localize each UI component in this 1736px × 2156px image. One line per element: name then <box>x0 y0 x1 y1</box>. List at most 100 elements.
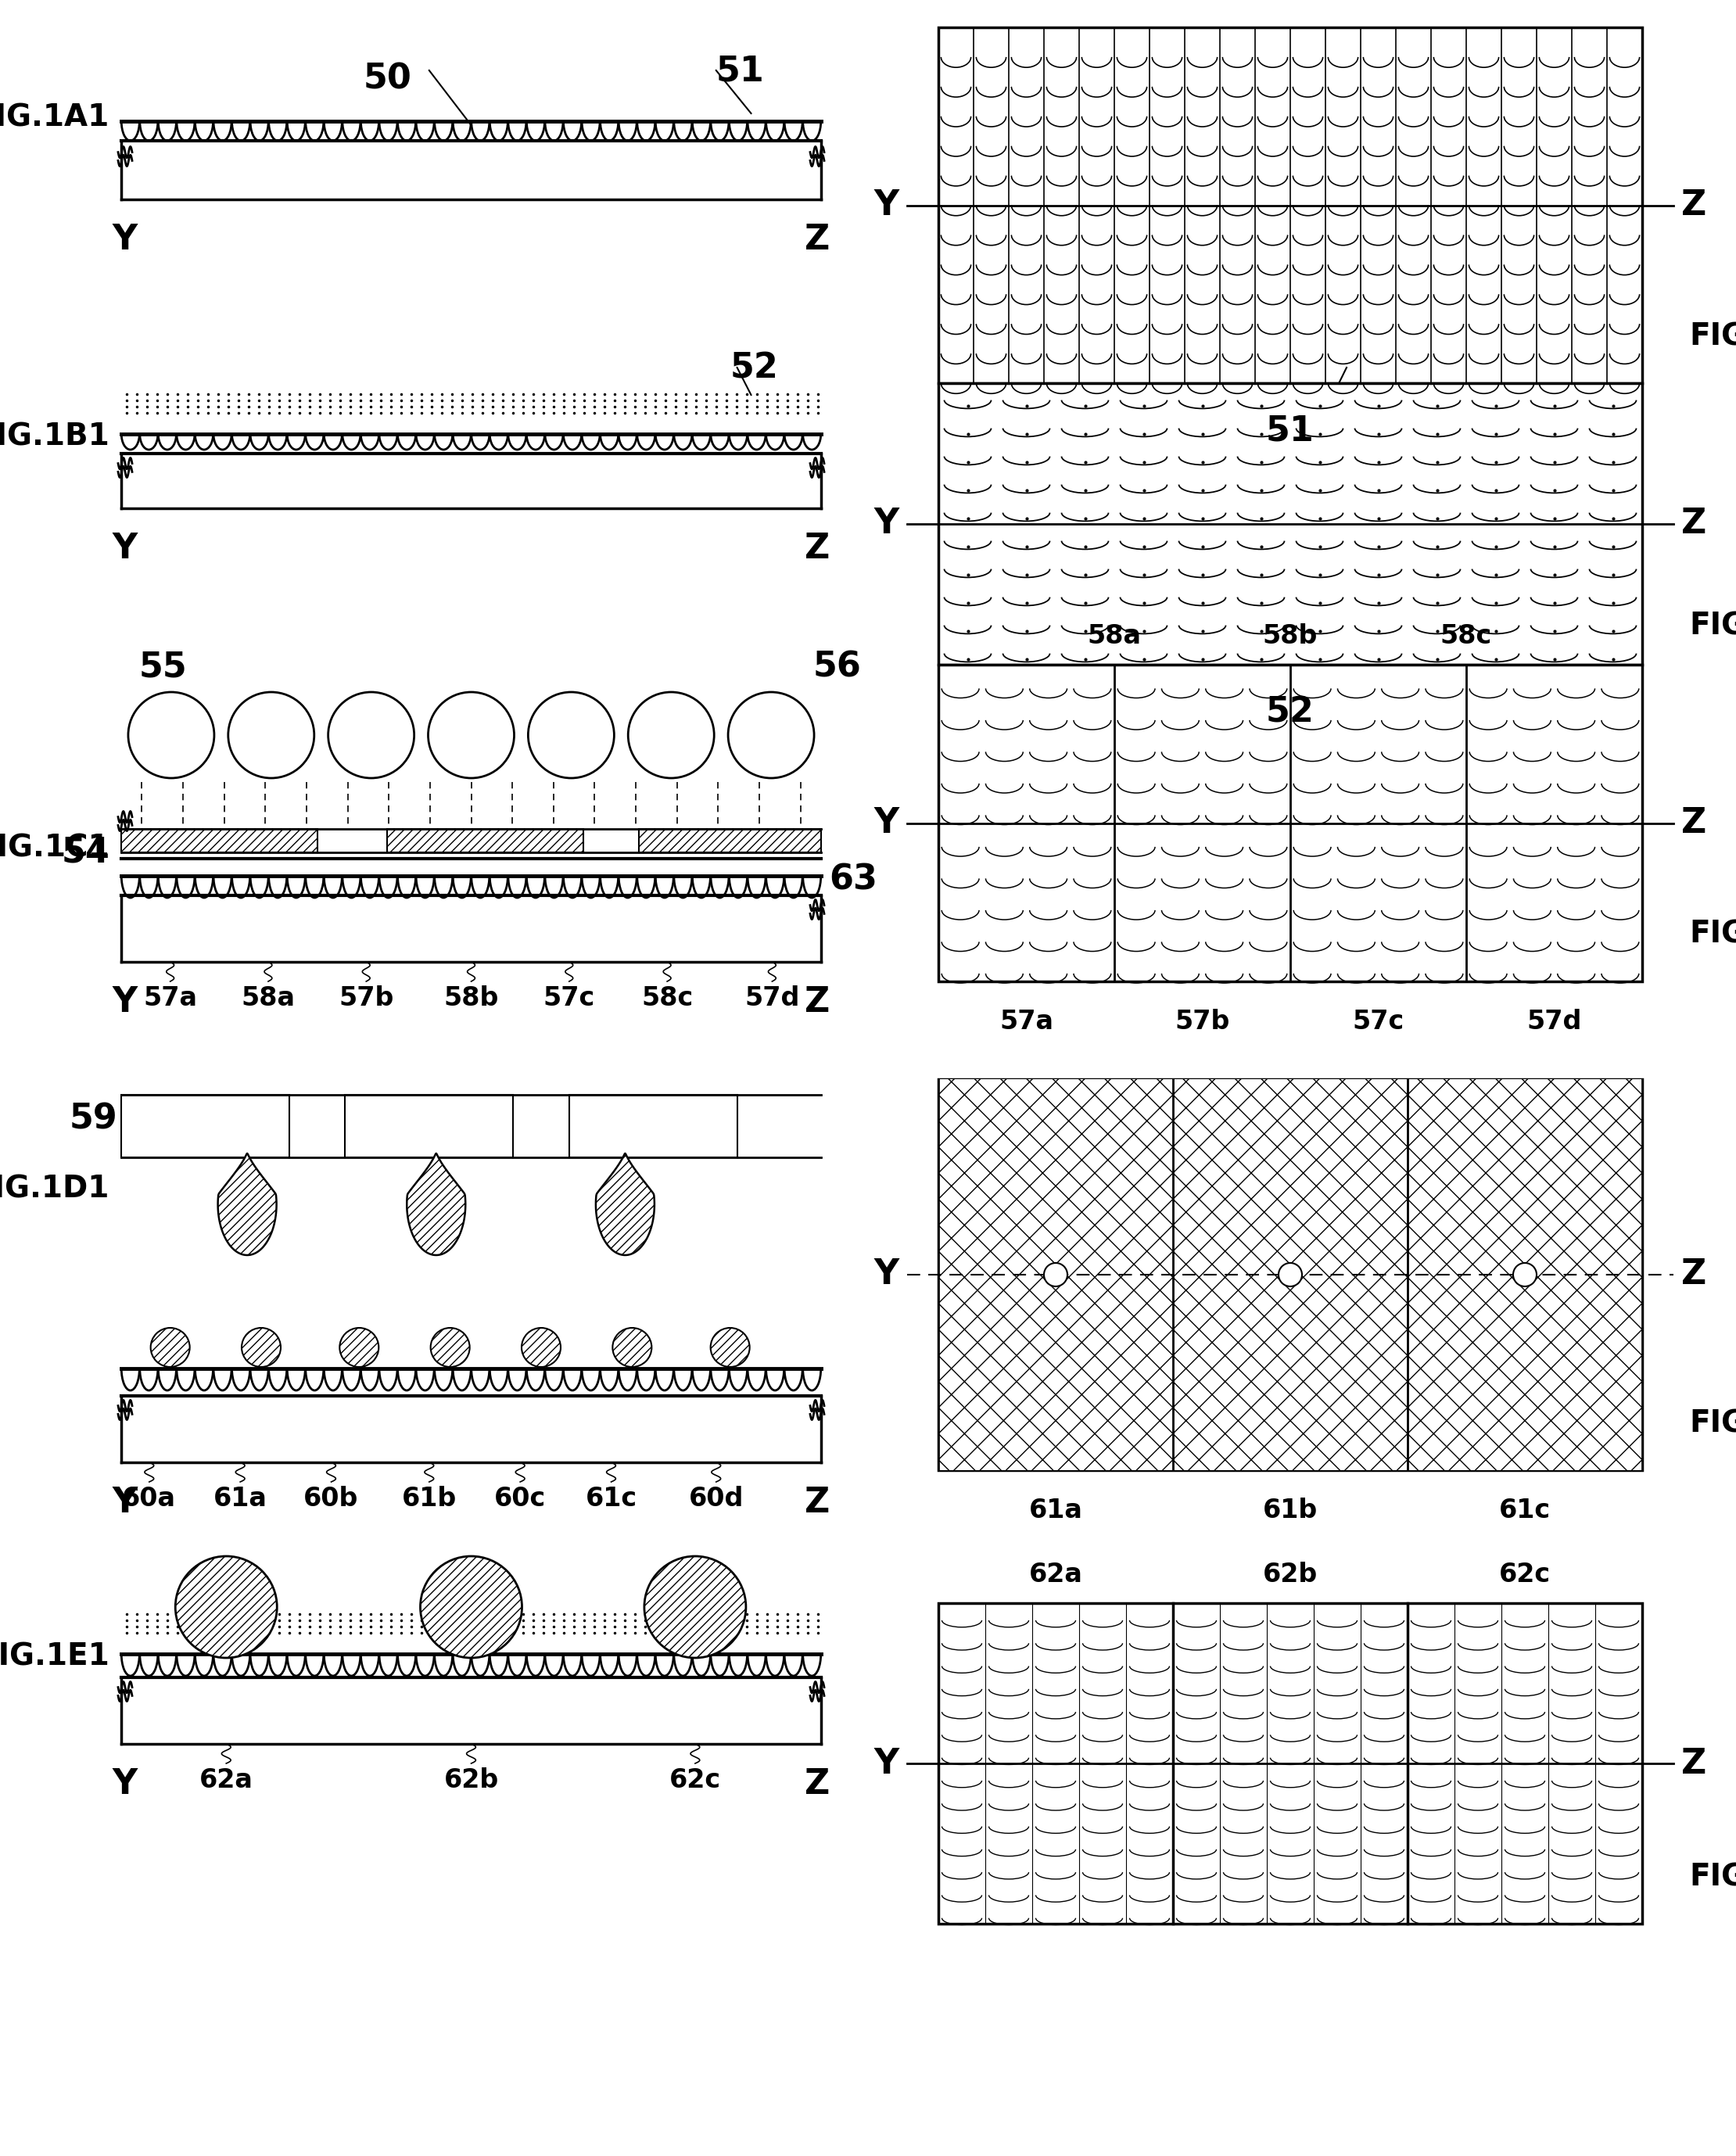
Text: Z: Z <box>804 533 830 565</box>
Bar <box>569 1095 738 1158</box>
Text: 51: 51 <box>717 54 764 88</box>
Bar <box>1408 1080 1642 1470</box>
Circle shape <box>241 1328 281 1367</box>
Text: Z: Z <box>1680 188 1706 222</box>
Circle shape <box>151 1328 189 1367</box>
Text: Y: Y <box>875 188 899 222</box>
Text: 57d: 57d <box>745 985 800 1011</box>
Polygon shape <box>406 1153 465 1255</box>
Text: 58c: 58c <box>641 985 693 1011</box>
Text: Y: Y <box>113 985 137 1020</box>
Text: 61a: 61a <box>1029 1498 1083 1524</box>
Text: 58a: 58a <box>241 985 295 1011</box>
Text: FIG.1B1: FIG.1B1 <box>0 423 109 453</box>
Circle shape <box>175 1557 278 1658</box>
Text: 59: 59 <box>69 1102 118 1136</box>
Bar <box>122 828 318 852</box>
Text: Z: Z <box>804 1485 830 1520</box>
Text: 52: 52 <box>1266 696 1314 729</box>
Text: FIG.1D2: FIG.1D2 <box>1689 1408 1736 1438</box>
Text: 58a: 58a <box>1087 623 1141 649</box>
Text: Y: Y <box>113 533 137 565</box>
Circle shape <box>613 1328 651 1367</box>
Text: 55: 55 <box>139 651 187 683</box>
Text: 61c: 61c <box>1498 1498 1550 1524</box>
Circle shape <box>644 1557 746 1658</box>
Circle shape <box>420 1557 523 1658</box>
Text: 57d: 57d <box>1526 1009 1581 1035</box>
Polygon shape <box>595 1153 654 1255</box>
Text: Y: Y <box>875 806 899 841</box>
Text: Y: Y <box>875 1746 899 1781</box>
Text: 60c: 60c <box>495 1485 547 1511</box>
Text: 60d: 60d <box>689 1485 743 1511</box>
Text: 58b: 58b <box>444 985 498 1011</box>
Text: 57a: 57a <box>1000 1009 1054 1035</box>
Text: FIG.1E2: FIG.1E2 <box>1689 1863 1736 1891</box>
Text: 58b: 58b <box>1262 623 1318 649</box>
Text: 57a: 57a <box>142 985 198 1011</box>
Circle shape <box>521 1328 561 1367</box>
Circle shape <box>431 1328 470 1367</box>
Bar <box>939 664 1642 981</box>
Bar <box>639 828 821 852</box>
Text: Z: Z <box>1680 1257 1706 1291</box>
Circle shape <box>1278 1263 1302 1287</box>
Bar <box>387 828 583 852</box>
Text: Y: Y <box>113 1768 137 1800</box>
Bar <box>939 1080 1174 1470</box>
Circle shape <box>710 1328 750 1367</box>
Text: 62c: 62c <box>670 1768 720 1794</box>
Text: Y: Y <box>113 1485 137 1520</box>
Text: 52: 52 <box>731 351 778 386</box>
Text: 57c: 57c <box>1352 1009 1404 1035</box>
Text: 61b: 61b <box>1262 1498 1318 1524</box>
Circle shape <box>340 1328 378 1367</box>
Bar <box>345 1095 514 1158</box>
Text: 50: 50 <box>363 63 411 97</box>
Text: Z: Z <box>1680 507 1706 541</box>
Text: 61c: 61c <box>585 1485 637 1511</box>
Text: 60a: 60a <box>122 1485 175 1511</box>
Text: 63: 63 <box>828 862 877 897</box>
Circle shape <box>1514 1263 1536 1287</box>
Text: FIG.1E1: FIG.1E1 <box>0 1643 109 1671</box>
Text: Z: Z <box>804 222 830 257</box>
Text: FIG.1D1: FIG.1D1 <box>0 1173 109 1203</box>
Text: 57b: 57b <box>1175 1009 1229 1035</box>
Text: Y: Y <box>875 1257 899 1291</box>
Text: 58c: 58c <box>1441 623 1493 649</box>
Text: 54: 54 <box>61 837 109 869</box>
Text: FIG.1A2: FIG.1A2 <box>1689 321 1736 351</box>
Bar <box>939 1080 1642 1470</box>
Circle shape <box>1043 1263 1068 1287</box>
Polygon shape <box>217 1153 276 1255</box>
Text: FIG.1C1: FIG.1C1 <box>0 832 109 862</box>
Text: 57b: 57b <box>339 985 394 1011</box>
Bar <box>939 384 1642 664</box>
Text: FIG.1C2: FIG.1C2 <box>1689 921 1736 949</box>
Text: Y: Y <box>113 222 137 257</box>
Text: FIG.1B2: FIG.1B2 <box>1689 610 1736 640</box>
Text: Z: Z <box>1680 1746 1706 1781</box>
Text: Z: Z <box>804 985 830 1020</box>
Text: 56: 56 <box>812 651 861 683</box>
Text: FIG.1A1: FIG.1A1 <box>0 103 109 132</box>
Text: 62a: 62a <box>1029 1561 1083 1587</box>
Text: 61b: 61b <box>401 1485 457 1511</box>
Text: Z: Z <box>804 1768 830 1800</box>
Text: 62b: 62b <box>1262 1561 1318 1587</box>
Text: 61a: 61a <box>214 1485 267 1511</box>
Bar <box>939 28 1642 384</box>
Bar <box>1174 1080 1408 1470</box>
Text: 62a: 62a <box>200 1768 253 1794</box>
Bar <box>122 1095 290 1158</box>
Text: 57c: 57c <box>543 985 595 1011</box>
Text: Y: Y <box>875 507 899 541</box>
Text: 62c: 62c <box>1498 1561 1550 1587</box>
Text: 51: 51 <box>1266 414 1314 448</box>
Bar <box>939 1604 1642 1923</box>
Text: 60b: 60b <box>304 1485 359 1511</box>
Text: Z: Z <box>1680 806 1706 841</box>
Text: 62b: 62b <box>444 1768 498 1794</box>
